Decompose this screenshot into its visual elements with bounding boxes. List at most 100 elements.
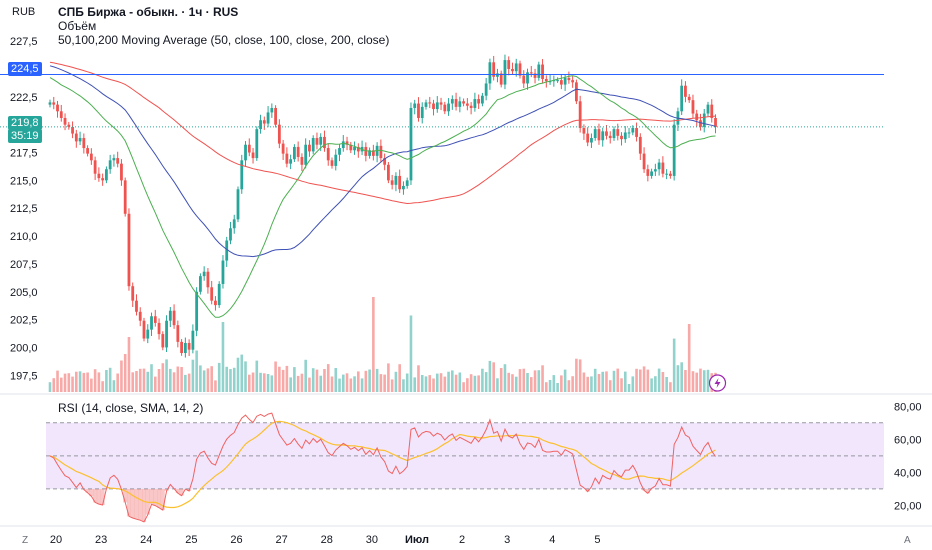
volume-bar (402, 379, 405, 392)
volume-bar (597, 374, 601, 392)
volume-bar (278, 366, 281, 392)
rsi-ma-line (49, 420, 716, 509)
candle-body (443, 104, 447, 112)
volume-bar (90, 378, 93, 392)
volume-bar (537, 370, 541, 392)
volume-bar (232, 367, 236, 392)
volume-bar (413, 377, 417, 392)
volume-bar (702, 370, 706, 392)
candle-body (507, 60, 511, 69)
candle-body (586, 133, 590, 143)
volume-bar (67, 373, 71, 392)
volume-bar (304, 359, 307, 392)
volume-bar (153, 376, 157, 392)
volume-bar (71, 376, 74, 392)
volume-bar (240, 354, 244, 392)
candle-body (274, 107, 277, 125)
candle-body (52, 102, 56, 105)
candle-body (326, 148, 330, 161)
volume-bar (323, 369, 326, 392)
candle-body (469, 105, 473, 108)
candle-body (289, 159, 293, 164)
time-tick-label: 27 (275, 534, 287, 546)
volume-bar (665, 377, 668, 392)
timezone-toggle[interactable]: Z (22, 535, 29, 546)
volume-bar (428, 375, 432, 392)
rsi-band (46, 422, 884, 489)
symbol-title[interactable]: СПБ Биржа - обыкн. · 1ч · RUS (58, 5, 239, 19)
volume-bar (590, 376, 593, 392)
candle-body (402, 185, 405, 190)
volume-bar (687, 324, 691, 392)
volume-bar (214, 380, 217, 392)
candle-body (556, 80, 559, 82)
volume-bar (691, 371, 695, 392)
candle-body (108, 160, 112, 170)
volume-legend[interactable]: Объём (58, 19, 97, 33)
volume-bar (263, 373, 266, 392)
volume-bar (176, 366, 180, 392)
volume-bar (443, 376, 447, 392)
volume-bar (285, 365, 289, 392)
volume-bar (383, 374, 386, 392)
volume-bar (586, 376, 589, 392)
candle-body (78, 138, 82, 142)
rsi-tick-label: 60,00 (894, 434, 922, 446)
volume-bar (131, 372, 135, 392)
volume-bar (492, 362, 495, 392)
volume-bar (646, 369, 650, 392)
candle-body (398, 175, 402, 190)
volume-bar (608, 380, 612, 392)
auto-scale-toggle[interactable]: A (904, 535, 911, 546)
candle-body (97, 173, 101, 179)
price-tick-label: 197,5 (10, 370, 38, 382)
volume-bar (432, 378, 435, 392)
volume-bar (353, 376, 356, 392)
candle-body (428, 102, 432, 104)
rsi-legend[interactable]: RSI (14, close, SMA, 14, 2) (58, 401, 204, 415)
volume-bar (545, 382, 548, 392)
candle-body (123, 180, 127, 214)
candle-body (48, 102, 52, 105)
candle-body (214, 300, 217, 306)
volume-bar (184, 374, 187, 392)
candle-body (394, 175, 398, 185)
rsi-tick-label: 40,00 (894, 467, 922, 479)
volume-bar (341, 374, 345, 392)
volume-bar (221, 322, 225, 392)
volume-bar (255, 360, 259, 392)
volume-bar (108, 367, 112, 392)
candle-body (266, 112, 270, 124)
ma-legend[interactable]: 50,100,200 Moving Average (50, close, 10… (58, 33, 390, 47)
candle-body (544, 79, 548, 82)
candle-body (387, 164, 390, 181)
candle-body (345, 141, 349, 145)
volume-bar (202, 370, 206, 392)
candle-body (127, 213, 131, 287)
volume-bar (293, 367, 296, 392)
candle-body (669, 173, 672, 176)
volume-bar (635, 368, 638, 392)
volume-bar (552, 375, 556, 392)
candle-body (187, 342, 191, 350)
candle-body (229, 228, 232, 241)
candle-body (706, 104, 710, 114)
price-tick-label: 200,0 (10, 342, 38, 354)
candle-body (105, 169, 108, 181)
candle-body (499, 73, 503, 85)
candle-body (578, 101, 582, 129)
volume-bar (375, 368, 379, 392)
volume-bar (311, 368, 315, 392)
candle-body (608, 135, 612, 139)
candle-body (439, 102, 443, 105)
candle-body (458, 101, 462, 107)
volume-bar (394, 371, 398, 392)
price-tick-label: 222,5 (10, 92, 38, 104)
volume-bar (642, 366, 646, 392)
volume-bar (349, 378, 353, 392)
volume-bar (146, 371, 150, 392)
volume-bar (578, 359, 582, 392)
volume-bar (86, 372, 89, 392)
volume-bar (507, 372, 511, 392)
